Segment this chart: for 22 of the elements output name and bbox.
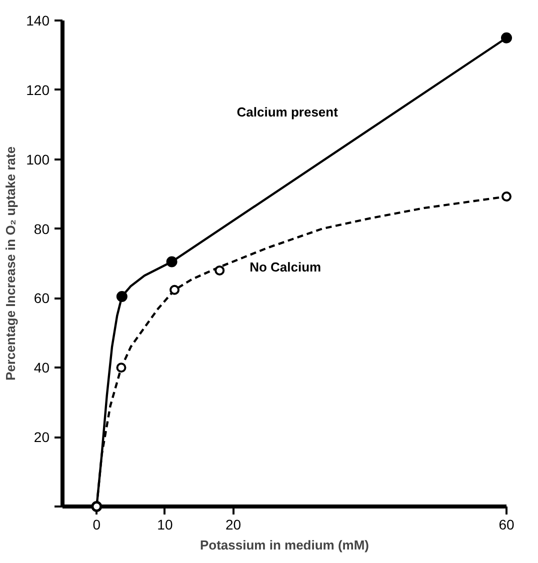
x-tick-label: 20 <box>225 516 242 532</box>
y-tick-label: 140 <box>26 12 50 28</box>
x-tick-label: 0 <box>92 516 101 532</box>
y-tick-label: 80 <box>34 220 50 237</box>
x-tick-label: 10 <box>157 516 173 532</box>
point <box>116 362 126 373</box>
x-axis-title: Potassium in medium (mM) <box>200 538 370 552</box>
y-tick-label: 100 <box>26 151 50 168</box>
text: Calcium present <box>236 104 339 120</box>
y-axis-title: Percentage Increase in O₂ uptake rate <box>3 146 18 381</box>
series-label: No Calcium <box>250 259 322 274</box>
y-tick-label: 40 <box>34 360 50 376</box>
y-tick-label: 60 <box>34 290 50 306</box>
y-tick-label: 20 <box>34 429 50 446</box>
y-tick-label: 120 <box>26 82 50 98</box>
point <box>116 290 128 302</box>
x-tick-label: 60 <box>498 516 514 532</box>
point <box>214 265 225 276</box>
point <box>502 192 512 202</box>
point <box>501 32 512 44</box>
point <box>170 284 180 295</box>
point <box>166 256 178 268</box>
